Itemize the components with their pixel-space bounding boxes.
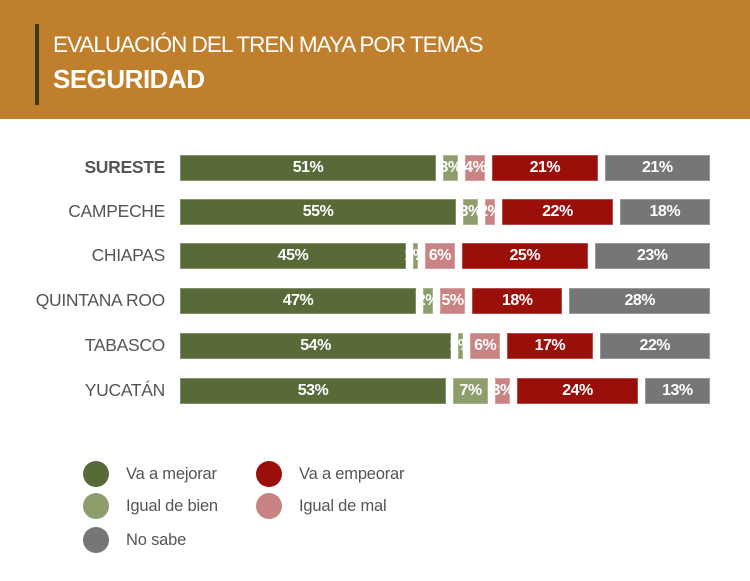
bar-segment-igual-de-bien: 1% (450, 333, 472, 359)
legend-label: Va a empeorar (299, 464, 405, 483)
legend-item: Igual de bien (83, 493, 218, 519)
bar-segment-igual-de-bien: 1% (404, 243, 427, 269)
chart-title: EVALUACIÓN DEL TREN MAYA POR TEMAS (53, 32, 483, 57)
data-label: 3% (491, 382, 515, 399)
data-label: 21% (529, 159, 561, 176)
data-label: 22% (542, 203, 573, 220)
bar-segment-no-sabe: 13% (644, 378, 710, 404)
bar-segment-igual-de-mal: 5% (439, 288, 466, 314)
legend-swatch-icon (83, 527, 109, 553)
data-label: 3% (439, 159, 462, 176)
legend-item: Va a mejorar (83, 461, 217, 487)
bar-segment-va-a-empeorar: 24% (517, 378, 638, 404)
data-label: 21% (642, 159, 673, 176)
bar-row: 55% 3% 2% 22% 18% (180, 199, 710, 225)
legend-swatch-icon (83, 461, 109, 487)
data-label: 4% (464, 159, 487, 176)
bar-segment-va-a-mejorar: 54% (180, 333, 452, 359)
data-label: 28% (624, 292, 655, 309)
data-label: 7% (459, 382, 483, 399)
header-accent-bar (35, 24, 39, 105)
bar-segment-va-a-empeorar: 17% (507, 333, 593, 359)
data-label: 5% (441, 292, 464, 309)
data-label: 25% (509, 247, 541, 264)
bar-segment-igual-de-mal: 3% (492, 378, 514, 404)
bar-segment-va-a-mejorar: 45% (180, 243, 406, 269)
category-label: QUINTANA ROO (35, 290, 166, 310)
bar-segment-va-a-empeorar: 18% (472, 288, 563, 314)
data-label: 55% (302, 203, 334, 220)
header-banner: EVALUACIÓN DEL TREN MAYA POR TEMAS SEGUR… (0, 0, 750, 119)
data-label: 2% (416, 292, 440, 309)
bar-segment-igual-de-mal: 4% (464, 155, 487, 181)
legend-swatch-icon (256, 493, 282, 519)
bar-segment-va-a-empeorar: 25% (462, 243, 588, 269)
bar-segment-igual-de-bien: 2% (417, 288, 440, 314)
bar-segment-va-a-empeorar: 21% (492, 155, 598, 181)
data-label: 23% (636, 247, 668, 264)
data-label: 53% (297, 382, 329, 399)
data-label: 17% (534, 337, 566, 354)
data-label: 6% (474, 337, 497, 354)
data-label: 18% (501, 292, 533, 309)
data-label: 47% (282, 292, 314, 309)
chart-subtitle: SEGURIDAD (53, 64, 205, 94)
bar-segment-no-sabe: 21% (604, 155, 710, 181)
bar-row: 51% 3% 4% 21% 21% (180, 155, 710, 181)
data-label: 2% (479, 203, 502, 220)
legend-label: Va a mejorar (126, 464, 217, 483)
bar-segment-va-a-mejorar: 53% (180, 378, 447, 404)
category-label: YUCATÁN (84, 380, 166, 400)
bar-segment-no-sabe: 18% (619, 199, 710, 225)
data-label: 45% (277, 247, 309, 264)
data-label: 54% (300, 337, 331, 354)
data-label: 13% (662, 382, 693, 399)
bar-row: 53% 7% 3% 24% 13% (180, 378, 710, 404)
bar-row: 47% 2% 5% 18% 28% (180, 288, 710, 314)
bar-row: 54% 1% 6% 17% 22% (180, 333, 710, 359)
category-label: SURESTE (84, 157, 165, 177)
legend-item: Va a empeorar (256, 461, 405, 487)
data-label: 3% (459, 203, 483, 220)
bar-segment-va-a-mejorar: 55% (180, 199, 457, 225)
legend-label: No sabe (126, 530, 187, 549)
data-label: 22% (639, 337, 671, 354)
legend-item: No sabe (83, 527, 186, 553)
data-label: 1% (404, 247, 427, 264)
legend-label: Igual de bien (126, 496, 218, 515)
bar-segment-va-a-empeorar: 22% (502, 199, 613, 225)
legend-swatch-icon (83, 493, 109, 519)
data-label: 51% (292, 159, 324, 176)
legend-swatch-icon (256, 461, 282, 487)
bar-segment-igual-de-mal: 2% (479, 199, 502, 225)
category-label: CAMPECHE (68, 201, 165, 221)
data-label: 1% (449, 337, 473, 354)
bar-segment-va-a-mejorar: 47% (180, 288, 416, 314)
category-label: CHIAPAS (91, 245, 166, 265)
data-label: 24% (562, 382, 593, 399)
bar-segment-igual-de-mal: 6% (470, 333, 501, 359)
bar-row: 45% 1% 6% 25% 23% (180, 243, 710, 269)
bar-segment-igual-de-mal: 6% (424, 243, 456, 269)
legend-item: Igual de mal (256, 493, 387, 519)
bar-segment-igual-de-bien: 3% (460, 199, 482, 225)
bar-segment-no-sabe: 22% (599, 333, 710, 359)
bar-segment-no-sabe: 23% (594, 243, 710, 269)
bar-segment-igual-de-bien: 7% (453, 378, 489, 404)
data-label: 18% (649, 203, 681, 220)
legend-label: Igual de mal (299, 496, 387, 515)
bar-segment-igual-de-bien: 3% (439, 155, 462, 181)
data-label: 6% (428, 247, 452, 264)
category-label: TABASCO (84, 335, 166, 355)
bar-segment-no-sabe: 28% (569, 288, 710, 314)
bar-segment-va-a-mejorar: 51% (180, 155, 437, 181)
